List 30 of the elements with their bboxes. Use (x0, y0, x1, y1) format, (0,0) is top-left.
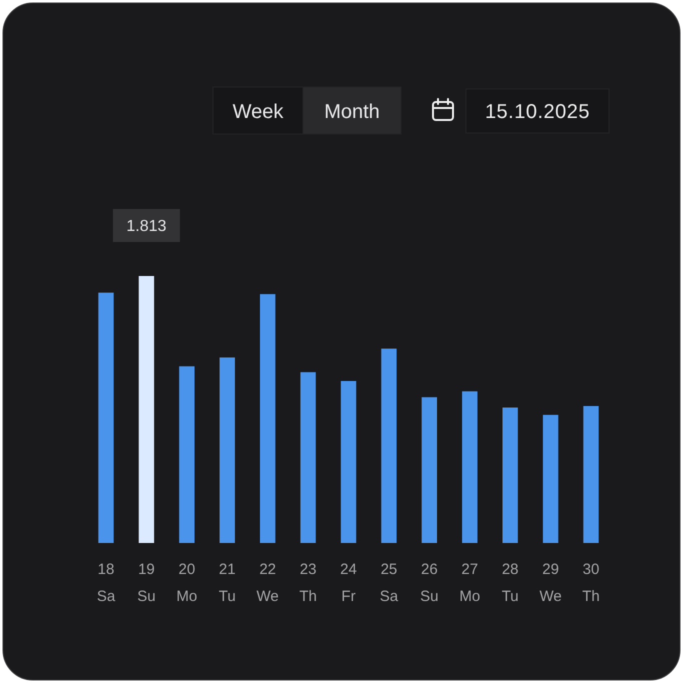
bar (583, 406, 599, 543)
bar (381, 348, 397, 543)
x-tick-label: 22 We (256, 561, 279, 605)
bar (502, 408, 518, 543)
bar (462, 391, 478, 543)
x-tick-label: 20 Mo (176, 561, 198, 605)
text: 15.10.2025 (484, 101, 590, 123)
bar (542, 414, 558, 543)
x-tick-label: 18 Sa (96, 561, 116, 605)
x-tick-label: 25 Sa (380, 561, 399, 605)
x-tick-label: 26 Su (420, 561, 439, 605)
x-tick-label: 21 Tu (218, 561, 236, 605)
x-tick-label: 30 Th (582, 561, 600, 605)
text: Week (232, 101, 284, 123)
x-tick-label: 29 We (539, 561, 562, 605)
bar (179, 366, 195, 543)
text: Month (324, 101, 380, 123)
bar (300, 372, 316, 543)
bar (138, 276, 154, 543)
bar (422, 397, 438, 543)
x-tick-label: 24 Fr (340, 561, 357, 605)
x-tick-label: 27 Mo (459, 561, 480, 605)
x-tick-label: 28 Tu (502, 561, 519, 605)
x-tick-label: 19 Su (137, 561, 156, 605)
bar (260, 294, 276, 543)
bar (98, 292, 114, 543)
data-label: 1.813 (126, 218, 167, 235)
x-tick-label: 23 Th (299, 561, 317, 605)
bar (340, 381, 356, 543)
bar (220, 357, 235, 543)
